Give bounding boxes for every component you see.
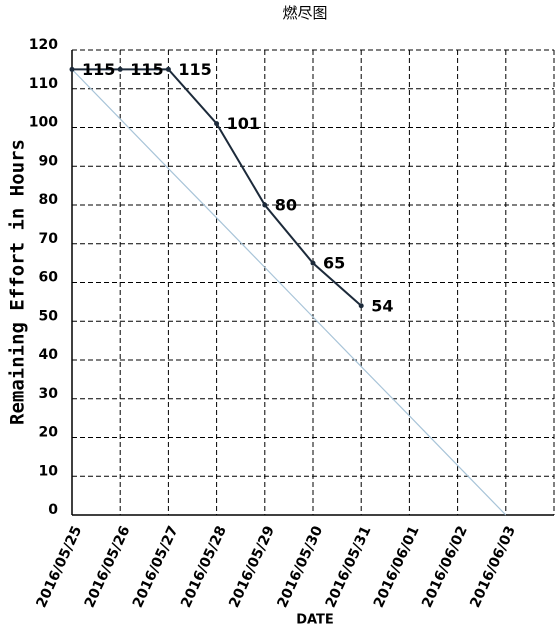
y-tick-label: 110 [29, 76, 58, 92]
y-tick-label: 40 [39, 347, 59, 363]
x-axis-title: DATE [296, 613, 334, 628]
data-label: 65 [323, 254, 345, 273]
data-point [165, 66, 171, 72]
x-tick-label: 2016/05/26 [82, 524, 134, 611]
data-label: 115 [178, 60, 211, 79]
y-tick-label: 50 [39, 308, 59, 324]
y-axis-title: Remaining Effort in Hours [7, 139, 29, 425]
x-tick-label: 2016/06/03 [467, 524, 519, 611]
data-label: 101 [227, 114, 260, 133]
data-point [117, 66, 123, 72]
x-tick-label: 2016/05/30 [274, 523, 326, 610]
y-tick-label: 0 [48, 502, 58, 518]
y-tick-label: 100 [29, 115, 58, 131]
data-label: 54 [371, 296, 393, 315]
y-tick-label: 120 [29, 37, 58, 53]
y-tick-label: 30 [39, 386, 59, 402]
data-point [310, 260, 316, 266]
x-tick-label: 2016/05/28 [178, 524, 230, 611]
data-point [262, 202, 268, 208]
y-tick-label: 10 [39, 463, 59, 479]
x-tick-label: 2016/05/31 [323, 524, 375, 611]
data-label: 115 [130, 60, 163, 79]
x-tick-label: 2016/05/27 [130, 524, 182, 611]
chart-title: 燃尽图 [282, 4, 327, 22]
x-tick-label: 2016/06/02 [419, 524, 471, 611]
series-line [71, 68, 507, 516]
y-tick-label: 90 [39, 153, 59, 169]
y-tick-label: 80 [39, 192, 59, 208]
data-point [69, 66, 75, 72]
y-tick-label: 70 [39, 231, 59, 247]
data-label: 80 [275, 196, 297, 215]
y-tick-label: 60 [39, 270, 59, 286]
data-point [358, 303, 364, 309]
x-tick-label: 2016/05/25 [33, 524, 85, 611]
x-tick-label: 2016/06/01 [371, 524, 423, 611]
data-point [214, 121, 220, 127]
y-tick-label: 20 [39, 425, 59, 441]
x-tick-label: 2016/05/29 [226, 524, 278, 611]
data-label: 115 [82, 60, 115, 79]
